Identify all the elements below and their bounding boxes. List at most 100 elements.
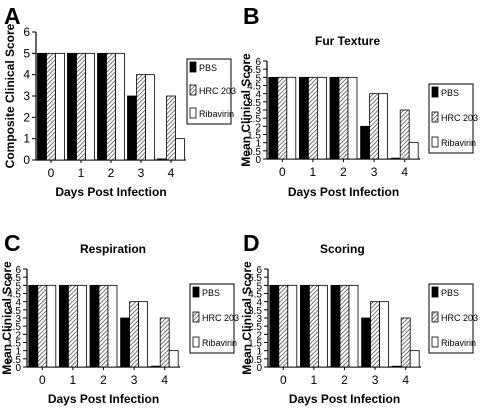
bar-pbs-day-3 xyxy=(361,317,372,368)
x-tick-label: 4 xyxy=(401,165,408,179)
y-tick-label: 2 xyxy=(23,110,30,124)
legend-swatch-hrc-203 xyxy=(189,84,197,96)
legend-swatch-pbs xyxy=(431,86,439,98)
bar-ribavirin-day-4 xyxy=(175,138,185,161)
bar-ribavirin-day-1 xyxy=(77,284,87,368)
y-tick-label: 2 xyxy=(255,122,261,133)
bar-pbs-day-1 xyxy=(298,76,309,160)
x-tick-label: 3 xyxy=(131,373,138,387)
chart-title: Fur Texture xyxy=(315,34,380,48)
bar-ribavirin-day-0 xyxy=(286,76,297,160)
x-tick-label: 1 xyxy=(311,373,318,387)
bar-ribavirin-day-1 xyxy=(85,52,95,161)
x-tick-label: 2 xyxy=(108,166,115,180)
y-tick-label: 3 xyxy=(15,314,21,325)
x-tick-label: 0 xyxy=(280,373,287,387)
bar-hrc-203-day-4 xyxy=(159,317,170,368)
legend-label: HRC 203 xyxy=(441,313,478,323)
x-tick-label: 0 xyxy=(39,373,46,387)
x-tick-label: 2 xyxy=(340,165,347,179)
bar-hrc-203-day-0 xyxy=(46,52,56,161)
legend-label: HRC 203 xyxy=(441,113,478,123)
legend-swatch-hrc-203 xyxy=(192,311,200,323)
y-tick-label: 6 xyxy=(23,25,30,39)
bar-ribavirin-day-1 xyxy=(316,76,327,160)
y-tick-label: 4 xyxy=(256,298,262,309)
legend-label: Ribavirin xyxy=(441,338,476,348)
y-tick-label: 0 xyxy=(255,155,261,166)
bar-pbs-day-4 xyxy=(157,158,167,161)
bar-pbs-day-3 xyxy=(360,125,371,160)
y-tick-label: 1.5 xyxy=(247,131,261,142)
chart-title: Scoring xyxy=(320,242,365,256)
legend-label: HRC 203 xyxy=(199,86,236,96)
y-tick-label: 0.5 xyxy=(247,147,261,158)
bar-ribavirin-day-0 xyxy=(55,52,65,161)
legend-label: Ribavirin xyxy=(199,109,234,119)
y-tick-label: 2.5 xyxy=(7,322,21,333)
legend-swatch-pbs xyxy=(189,61,197,73)
y-tick-label: 4 xyxy=(255,90,261,101)
legend-label: Ribavirin xyxy=(441,138,476,148)
legend-label: PBS xyxy=(202,288,220,298)
bar-ribavirin-day-3 xyxy=(379,301,390,368)
y-tick-label: 6 xyxy=(255,57,261,68)
bar-pbs-day-4 xyxy=(390,157,401,160)
x-tick-label: 1 xyxy=(78,166,85,180)
y-tick-label: 3 xyxy=(255,106,261,117)
bar-hrc-203-day-4 xyxy=(399,109,410,160)
bar-ribavirin-day-2 xyxy=(107,284,118,368)
y-tick-label: 4.5 xyxy=(248,290,262,301)
bar-hrc-203-day-4 xyxy=(166,95,176,161)
y-tick-label: 1 xyxy=(15,347,21,358)
bar-hrc-203-day-3 xyxy=(370,301,381,368)
bar-ribavirin-day-0 xyxy=(287,284,298,368)
bar-hrc-203-day-3 xyxy=(136,74,146,161)
x-tick-label: 4 xyxy=(168,166,175,180)
bar-hrc-203-day-1 xyxy=(76,52,86,161)
y-tick-label: 4 xyxy=(23,68,30,82)
y-tick-label: 3.5 xyxy=(7,306,21,317)
y-tick-label: 6 xyxy=(256,265,262,276)
y-tick-label: 5 xyxy=(15,281,21,292)
y-tick-label: 4.5 xyxy=(7,290,21,301)
x-tick-label: 3 xyxy=(138,166,145,180)
y-tick-label: 4 xyxy=(15,298,21,309)
x-tick-label: 4 xyxy=(161,373,168,387)
bar-pbs-day-2 xyxy=(329,76,340,160)
x-tick-label: 2 xyxy=(341,373,348,387)
bar-hrc-203-day-0 xyxy=(278,284,289,368)
y-tick-label: 3 xyxy=(256,314,262,325)
bar-pbs-day-3 xyxy=(127,95,137,161)
y-tick-label: 5.5 xyxy=(248,273,262,284)
legend-label: PBS xyxy=(199,63,217,73)
bar-ribavirin-day-2 xyxy=(347,76,358,160)
y-tick-label: 1.5 xyxy=(248,339,262,350)
bar-hrc-203-day-0 xyxy=(37,284,48,368)
legend-swatch-ribavirin xyxy=(189,107,197,119)
y-tick-label: 0.5 xyxy=(248,355,262,366)
y-tick-label: 6 xyxy=(15,265,21,276)
bar-pbs-day-0 xyxy=(268,76,279,160)
legend-label: PBS xyxy=(441,88,459,98)
y-tick-label: 2 xyxy=(15,330,21,341)
panel-letter: D xyxy=(243,230,260,256)
bar-hrc-203-day-2 xyxy=(338,76,349,160)
x-axis-label: Days Post Infection xyxy=(48,392,159,406)
y-tick-label: 0 xyxy=(256,363,262,374)
x-tick-label: 1 xyxy=(70,373,77,387)
legend: PBS HRC 203 Ribavirin xyxy=(428,83,478,154)
bar-hrc-203-day-4 xyxy=(400,317,411,368)
legend-label: HRC 203 xyxy=(202,313,239,323)
y-tick-label: 3 xyxy=(23,89,30,103)
bar-ribavirin-day-4 xyxy=(168,350,179,368)
y-tick-label: 2.5 xyxy=(248,322,262,333)
x-axis-label: Days Post Infection xyxy=(289,392,400,406)
x-tick-label: 0 xyxy=(48,166,55,180)
legend: PBS HRC 203 Ribavirin xyxy=(186,58,236,125)
y-tick-label: 5.5 xyxy=(247,65,261,76)
bar-pbs-day-2 xyxy=(89,284,100,368)
